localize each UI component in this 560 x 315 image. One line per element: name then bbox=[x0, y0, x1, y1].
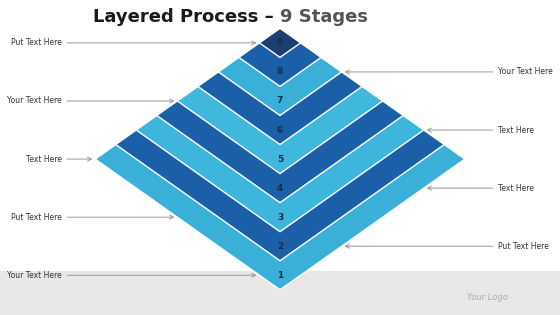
Bar bbox=[0, 271, 560, 315]
Text: Your Logo: Your Logo bbox=[466, 293, 508, 302]
Text: 2: 2 bbox=[277, 242, 283, 251]
Text: Put Text Here: Put Text Here bbox=[346, 242, 549, 251]
Polygon shape bbox=[218, 28, 342, 116]
Text: 1: 1 bbox=[277, 271, 283, 280]
Text: 9: 9 bbox=[277, 38, 283, 47]
Text: Layered Process –: Layered Process – bbox=[93, 8, 280, 26]
Text: 4: 4 bbox=[277, 184, 283, 193]
Text: Put Text Here: Put Text Here bbox=[11, 213, 174, 222]
Polygon shape bbox=[239, 28, 321, 86]
Text: 5: 5 bbox=[277, 155, 283, 163]
Text: Text Here: Text Here bbox=[26, 155, 91, 163]
Text: 3: 3 bbox=[277, 213, 283, 222]
Polygon shape bbox=[116, 28, 444, 261]
Text: 6: 6 bbox=[277, 125, 283, 135]
Polygon shape bbox=[259, 28, 301, 57]
Text: Text Here: Text Here bbox=[428, 125, 534, 135]
Polygon shape bbox=[157, 28, 403, 203]
Text: Put Text Here: Put Text Here bbox=[11, 38, 255, 47]
Text: Your Text Here: Your Text Here bbox=[346, 67, 553, 77]
Text: 7: 7 bbox=[277, 96, 283, 106]
Text: Your Text Here: Your Text Here bbox=[7, 96, 174, 106]
Text: 9 Stages: 9 Stages bbox=[280, 8, 368, 26]
Text: Text Here: Text Here bbox=[428, 184, 534, 193]
Text: Your Text Here: Your Text Here bbox=[7, 271, 255, 280]
Text: 8: 8 bbox=[277, 67, 283, 77]
Polygon shape bbox=[198, 28, 362, 145]
Polygon shape bbox=[178, 28, 382, 174]
Polygon shape bbox=[95, 28, 465, 290]
Polygon shape bbox=[136, 28, 424, 232]
